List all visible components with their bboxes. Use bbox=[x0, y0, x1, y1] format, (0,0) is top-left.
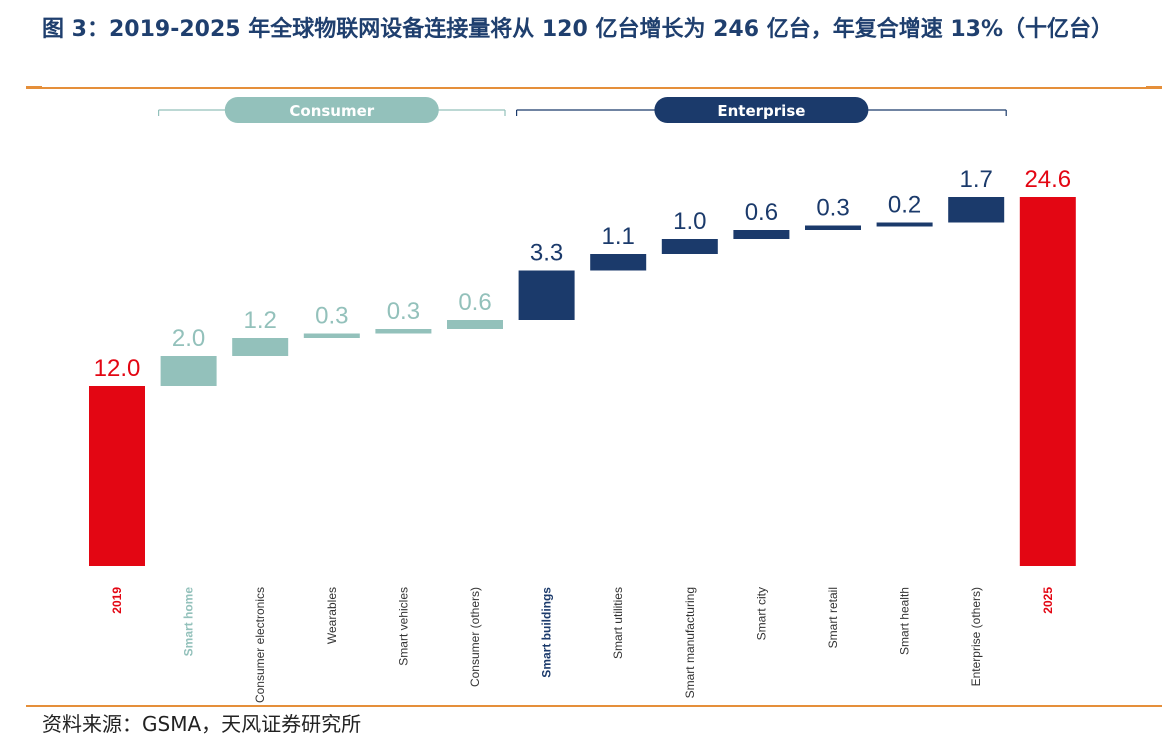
value-label-5: 0.6 bbox=[458, 289, 491, 316]
title-rule bbox=[26, 87, 1162, 89]
category-label-2: Consumer electronics bbox=[253, 587, 267, 703]
category-label-6: Smart buildings bbox=[540, 587, 554, 678]
value-label-1: 2.0 bbox=[172, 325, 205, 352]
value-label-4: 0.3 bbox=[387, 298, 420, 325]
bar-2 bbox=[232, 338, 289, 356]
category-label-4: Smart vehicles bbox=[396, 587, 410, 666]
category-labels: 2019 Smart home Consumer electronics Wearab… bbox=[110, 587, 1055, 703]
value-label-10: 0.3 bbox=[816, 195, 849, 222]
enterprise-group-label: Enterprise bbox=[717, 102, 805, 120]
value-labels: 12.0 2.0 1.2 0.3 0.3 0.6 3.3 1.1 1.0 0.6 0.3 0.2 1.7… bbox=[94, 166, 1072, 382]
source-rule bbox=[26, 705, 1162, 707]
value-label-6: 3.3 bbox=[530, 240, 563, 267]
bar-3 bbox=[303, 333, 360, 338]
bar-0 bbox=[89, 386, 145, 566]
value-label-8: 1.0 bbox=[673, 208, 706, 235]
category-label-0: 2019 bbox=[110, 587, 124, 614]
source-note: 资料来源：GSMA，天风证券研究所 bbox=[42, 712, 362, 736]
bar-13 bbox=[1019, 197, 1076, 566]
title-rule-accent-right bbox=[1146, 86, 1162, 89]
bar-11 bbox=[876, 222, 933, 227]
bar-6 bbox=[518, 270, 575, 320]
enterprise-group-pill bbox=[654, 97, 869, 123]
value-label-13: 24.6 bbox=[1024, 166, 1071, 193]
waterfall-chart: Consumer Enterprise 12.0 2.0 1.2 0.3 0.3 0.6 3.… bbox=[89, 97, 1076, 703]
category-label-12: Enterprise (others) bbox=[969, 587, 983, 686]
value-label-0: 12.0 bbox=[94, 355, 141, 382]
value-label-2: 1.2 bbox=[244, 307, 277, 334]
category-label-5: Consumer (others) bbox=[468, 587, 482, 687]
value-label-7: 1.1 bbox=[602, 223, 635, 250]
bar-1 bbox=[160, 356, 217, 386]
title-rule-accent-left bbox=[26, 86, 42, 89]
chart-title: 图 3：2019-2025 年全球物联网设备连接量将从 120 亿台增长为 24… bbox=[42, 17, 1114, 42]
category-label-13: 2025 bbox=[1041, 587, 1055, 614]
category-label-8: Smart manufacturing bbox=[683, 587, 697, 698]
bar-4 bbox=[375, 329, 432, 334]
bar-10 bbox=[805, 225, 861, 230]
group-headers: Consumer Enterprise bbox=[158, 97, 1007, 123]
category-label-11: Smart health bbox=[898, 587, 912, 655]
bars bbox=[89, 197, 1076, 566]
category-label-9: Smart city bbox=[754, 587, 768, 640]
category-label-1: Smart home bbox=[182, 587, 196, 657]
value-label-9: 0.6 bbox=[745, 199, 778, 226]
bar-12 bbox=[948, 197, 1005, 223]
bar-9 bbox=[733, 230, 790, 239]
value-label-3: 0.3 bbox=[315, 303, 348, 330]
bar-8 bbox=[661, 239, 718, 254]
value-label-11: 0.2 bbox=[888, 192, 921, 219]
bar-7 bbox=[590, 254, 647, 271]
consumer-group-label: Consumer bbox=[289, 102, 374, 120]
category-label-3: Wearables bbox=[325, 587, 339, 644]
category-label-10: Smart retail bbox=[826, 587, 840, 648]
value-label-12: 1.7 bbox=[960, 166, 993, 193]
consumer-group-pill bbox=[224, 97, 439, 123]
bar-5 bbox=[447, 320, 503, 329]
category-label-7: Smart utilities bbox=[611, 587, 625, 659]
